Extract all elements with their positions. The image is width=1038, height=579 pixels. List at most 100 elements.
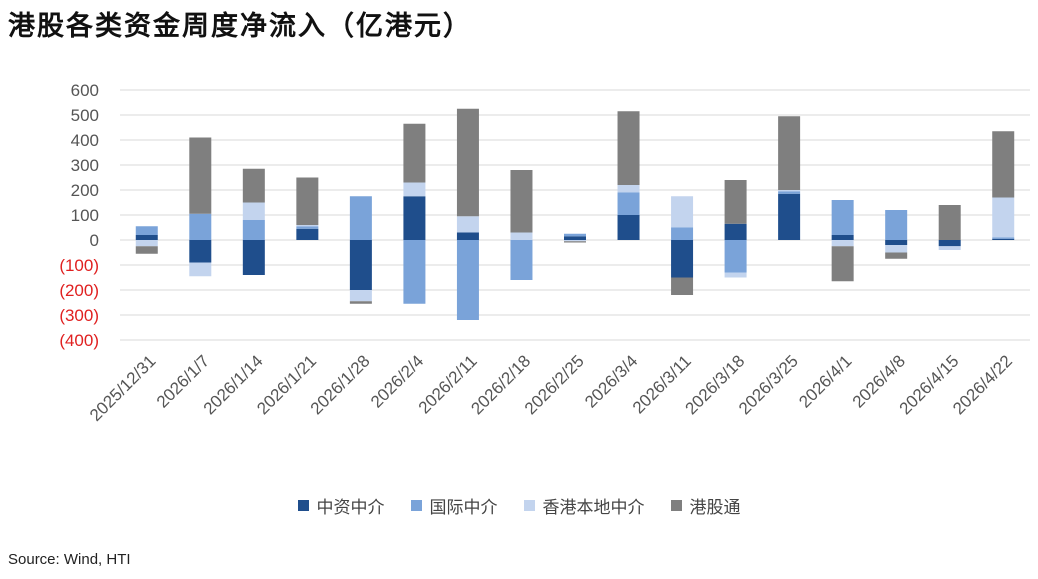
bar-segment xyxy=(296,228,319,240)
bar-segment xyxy=(564,241,586,243)
bar-segment xyxy=(296,226,319,229)
bar-segment xyxy=(724,180,747,224)
bar-segment xyxy=(885,240,908,245)
bar-segment xyxy=(510,232,533,240)
legend-label: 香港本地中介 xyxy=(542,498,645,518)
y-tick-label: (100) xyxy=(59,256,99,275)
y-axis-ticks: 600 500 400 300 200 100 0 (100) (200) (300) (400) xyxy=(59,81,99,350)
bar-segment xyxy=(671,277,694,295)
bar-segment xyxy=(671,227,694,240)
bar-segment xyxy=(831,246,854,282)
legend-label: 港股通 xyxy=(689,498,741,518)
bar-segment xyxy=(617,215,640,240)
bar-segment xyxy=(885,210,908,240)
bar-segment xyxy=(510,170,533,233)
chart-title: 港股各类资金周度净流入（亿港元） xyxy=(8,11,472,42)
x-axis-ticks: 2025/12/312026/1/72026/1/142026/1/212026… xyxy=(86,351,1016,425)
bars xyxy=(135,108,1015,320)
bar-segment xyxy=(992,197,1015,238)
bar-segment xyxy=(135,240,158,247)
legend-item[interactable]: 国际中介 xyxy=(410,493,498,518)
bar-segment xyxy=(296,177,319,225)
y-tick-label: 200 xyxy=(71,181,99,200)
y-tick-label: (300) xyxy=(59,306,99,325)
bar-segment xyxy=(189,137,212,214)
bar-segment xyxy=(456,232,479,240)
y-tick-label: 100 xyxy=(71,206,99,225)
bar-segment xyxy=(349,196,372,240)
bar-segment xyxy=(564,233,586,237)
bar-segment xyxy=(831,235,854,240)
legend-item[interactable]: 香港本地中介 xyxy=(523,493,645,518)
bar-segment xyxy=(189,240,212,263)
bar-segment xyxy=(778,191,801,194)
bar-segment xyxy=(135,246,158,254)
bar-segment xyxy=(564,236,586,240)
bar-segment xyxy=(403,196,426,240)
bar-segment xyxy=(403,240,426,304)
bar-segment xyxy=(349,301,372,304)
bar-segment xyxy=(885,252,908,259)
bar-segment xyxy=(456,216,479,233)
bar-segment xyxy=(778,190,801,192)
bar-segment xyxy=(242,168,265,203)
y-tick-label: 600 xyxy=(71,81,99,100)
bar-segment xyxy=(778,116,801,190)
x-tick-label: 2026/1/28 xyxy=(307,351,374,418)
y-tick-label: (400) xyxy=(59,331,99,350)
bar-segment xyxy=(938,246,961,250)
bar-segment xyxy=(564,240,586,242)
bar-segment xyxy=(778,193,801,240)
x-tick-label: 2026/4/22 xyxy=(949,351,1016,418)
legend-swatch xyxy=(410,500,422,511)
bar-segment xyxy=(992,238,1015,240)
bar-segment xyxy=(617,192,640,215)
bar-segment xyxy=(403,182,426,197)
bar-segment xyxy=(885,245,908,253)
bar-segment xyxy=(671,196,694,228)
bar-segment xyxy=(135,235,158,240)
bar-segment xyxy=(296,225,319,227)
y-tick-label: 500 xyxy=(71,106,99,125)
legend-swatch xyxy=(523,500,535,511)
x-tick-label: 2026/4/1 xyxy=(795,351,855,411)
legend-item[interactable]: 中资中介 xyxy=(297,493,385,518)
legend-swatch xyxy=(297,500,309,511)
bar-segment xyxy=(831,240,854,247)
bar-segment xyxy=(189,262,212,277)
bar-segment xyxy=(831,200,854,235)
x-tick-label: 2025/12/31 xyxy=(86,351,160,425)
bar-segment xyxy=(242,202,265,220)
bar-segment xyxy=(242,240,265,275)
y-tick-label: 300 xyxy=(71,156,99,175)
legend-item[interactable]: 港股通 xyxy=(670,493,741,518)
bar-segment xyxy=(938,205,961,240)
grid-lines xyxy=(120,89,1030,341)
legend-label: 中资中介 xyxy=(316,498,385,518)
bar-segment xyxy=(992,131,1015,198)
bar-segment xyxy=(724,240,747,273)
legend: 中资中介 国际中介 香港本地中介 港股通 xyxy=(0,493,1038,518)
bar-segment xyxy=(135,226,158,235)
bar-segment xyxy=(189,213,212,240)
bar-segment xyxy=(724,223,747,240)
bar-segment xyxy=(617,185,640,193)
bar-segment xyxy=(671,240,694,278)
x-tick-label: 2026/3/25 xyxy=(735,351,802,418)
legend-label: 国际中介 xyxy=(429,498,498,518)
bar-segment xyxy=(938,240,961,247)
y-tick-label: 400 xyxy=(71,131,99,150)
bar-segment xyxy=(242,220,265,240)
bar-segment xyxy=(992,237,1015,239)
x-tick-label: 2026/2/25 xyxy=(521,351,588,418)
legend-swatch xyxy=(670,500,682,511)
bar-segment xyxy=(403,123,426,183)
bar-segment xyxy=(349,290,372,302)
bar-segment xyxy=(456,240,479,320)
bar-segment xyxy=(349,240,372,290)
bar-segment xyxy=(456,108,479,217)
bar-segment xyxy=(617,111,640,185)
bar-segment xyxy=(724,272,747,278)
bar-segment xyxy=(510,240,533,280)
